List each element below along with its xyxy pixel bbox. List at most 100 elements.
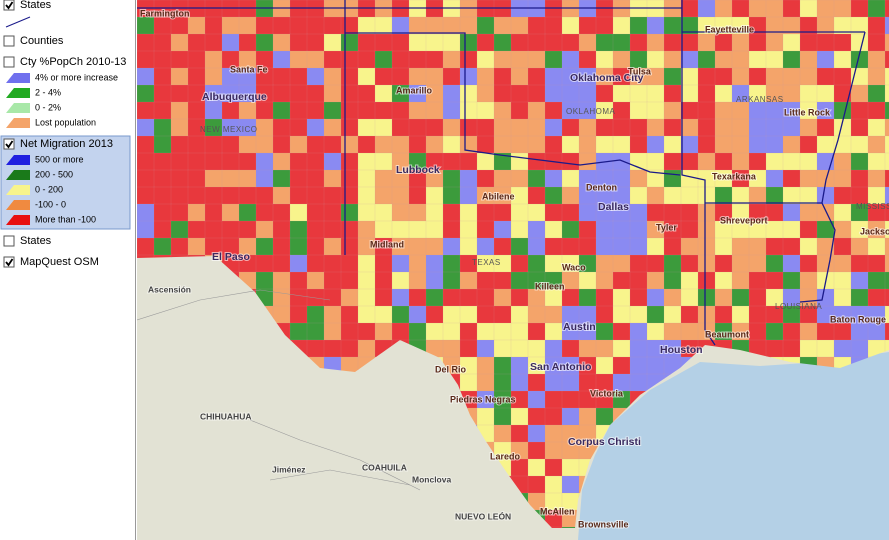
county	[646, 203, 665, 222]
county	[629, 254, 648, 273]
county	[493, 118, 512, 137]
layer-checkbox[interactable]	[3, 256, 15, 268]
county	[731, 271, 750, 290]
layer-label[interactable]: States	[20, 0, 52, 11]
county	[527, 254, 546, 273]
class-label: 0 - 200	[35, 184, 63, 194]
county	[561, 0, 580, 18]
layer-label[interactable]: Cty %PopCh 2010-13	[20, 56, 126, 68]
county	[510, 458, 529, 477]
county	[510, 101, 529, 120]
place-label: Victoria	[590, 388, 624, 398]
county	[595, 135, 614, 154]
county	[306, 220, 325, 239]
county	[595, 237, 614, 256]
county	[204, 16, 223, 35]
county	[459, 373, 478, 392]
county	[357, 271, 376, 290]
layer-checkbox[interactable]	[3, 56, 15, 68]
layer-checkbox[interactable]	[3, 138, 15, 150]
county	[289, 237, 308, 256]
county	[137, 169, 155, 188]
county	[782, 169, 801, 188]
county	[561, 288, 580, 307]
line-swatch	[5, 16, 31, 28]
layer-label[interactable]: MapQuest OSM	[20, 256, 99, 268]
county	[646, 101, 665, 120]
county	[323, 254, 342, 273]
county	[510, 33, 529, 52]
county	[799, 254, 818, 273]
county	[357, 288, 376, 307]
county	[765, 0, 784, 18]
county	[340, 67, 359, 86]
county	[833, 186, 852, 205]
county	[272, 118, 291, 137]
class-swatch	[6, 103, 30, 113]
county	[170, 186, 189, 205]
county	[765, 203, 784, 222]
county	[340, 118, 359, 137]
county	[221, 0, 240, 18]
county	[187, 237, 206, 256]
county	[833, 288, 852, 307]
county	[408, 288, 427, 307]
county	[867, 101, 886, 120]
county	[629, 356, 648, 375]
county	[799, 67, 818, 86]
county	[170, 101, 189, 120]
county	[561, 220, 580, 239]
county	[595, 0, 614, 18]
layer-checkbox[interactable]	[3, 35, 15, 47]
county	[578, 237, 597, 256]
county	[459, 0, 478, 18]
county	[510, 424, 529, 443]
county	[459, 84, 478, 103]
county	[714, 152, 733, 171]
county	[748, 152, 767, 171]
class-swatch	[6, 200, 30, 210]
county	[425, 271, 444, 290]
county	[493, 220, 512, 239]
class-label: 500 or more	[35, 154, 84, 164]
county	[884, 237, 889, 256]
map-view[interactable]: Farmington Santa Fe Albuquerque NEW MEXICO A…	[137, 0, 889, 540]
county	[561, 152, 580, 171]
county	[714, 0, 733, 18]
layer-checkbox[interactable]	[3, 0, 15, 11]
county	[493, 33, 512, 52]
county	[510, 152, 529, 171]
county	[799, 186, 818, 205]
county	[629, 373, 648, 392]
county	[884, 118, 889, 137]
county	[731, 50, 750, 69]
county	[748, 135, 767, 154]
county	[850, 118, 869, 137]
county	[748, 101, 767, 120]
county	[255, 186, 274, 205]
county	[289, 118, 308, 137]
county	[578, 271, 597, 290]
county	[833, 203, 852, 222]
county	[153, 50, 172, 69]
county	[391, 118, 410, 137]
county	[459, 203, 478, 222]
layer-label[interactable]: Net Migration 2013	[20, 138, 113, 150]
county	[510, 118, 529, 137]
county	[595, 33, 614, 52]
county	[272, 271, 291, 290]
county	[561, 118, 580, 137]
county	[884, 186, 889, 205]
county	[476, 101, 495, 120]
county	[340, 203, 359, 222]
county	[323, 16, 342, 35]
county	[782, 33, 801, 52]
county	[153, 135, 172, 154]
county	[408, 101, 427, 120]
layer-label[interactable]: States	[20, 235, 52, 247]
county	[748, 254, 767, 273]
layer-checkbox[interactable]	[3, 235, 15, 247]
county	[561, 458, 580, 477]
layer-label[interactable]: Counties	[20, 35, 64, 47]
